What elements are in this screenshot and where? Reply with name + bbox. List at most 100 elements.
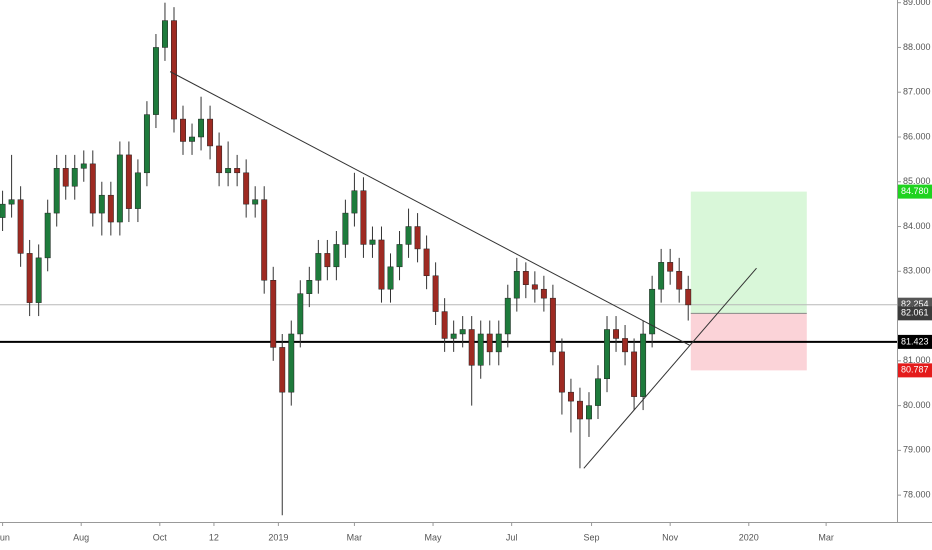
candle-body (35, 257, 42, 303)
candle-body (279, 347, 286, 393)
y-tick-label: 89.000 (903, 0, 931, 7)
candle-body (604, 329, 610, 379)
price-label-box (898, 334, 932, 349)
candle-body (180, 118, 186, 142)
candle-body (189, 136, 195, 142)
candle-body (125, 154, 132, 209)
candle-body (567, 391, 574, 402)
candle-body (62, 168, 69, 187)
candle-body (414, 226, 421, 250)
candle-body (342, 212, 349, 245)
candle-body (243, 172, 250, 205)
candle-body (613, 329, 619, 339)
price-label-box (898, 184, 932, 199)
candle-body (360, 190, 367, 245)
x-tick-label: Jun (0, 532, 10, 542)
price-label: 82.254 (901, 299, 929, 309)
price-label-box (898, 363, 932, 378)
candle-body (207, 118, 214, 147)
candle-body (586, 405, 592, 420)
x-tick-label: Jul (506, 532, 518, 542)
price-label-box (898, 306, 932, 321)
candle-body (44, 212, 51, 259)
candle-body (0, 203, 6, 218)
candle-body (89, 163, 96, 214)
candle-body (333, 244, 340, 268)
candle-body (26, 253, 33, 303)
x-tick-label: Oct (153, 532, 168, 542)
candle-body (315, 253, 322, 281)
candle-body (486, 333, 493, 353)
candle-body (116, 154, 123, 223)
y-tick-label: 84.000 (903, 221, 931, 231)
price-label: 82.061 (901, 308, 929, 318)
trend-line (169, 71, 690, 346)
y-tick-label: 87.000 (903, 87, 931, 97)
candle-body (622, 338, 629, 353)
candle-body (53, 168, 60, 214)
price-label: 80.787 (901, 365, 929, 375)
price-label: 81.423 (901, 336, 929, 346)
candle-body (17, 199, 24, 254)
candle-body (540, 288, 547, 299)
candle-body (324, 253, 331, 268)
candle-body (80, 163, 87, 169)
candle-body (685, 288, 692, 306)
trend-line (583, 267, 757, 469)
y-tick-label: 86.000 (903, 131, 931, 141)
x-tick-label: Aug (73, 532, 89, 542)
candle-body (351, 190, 358, 214)
y-tick-label: 80.000 (903, 400, 931, 410)
candle-body (667, 262, 674, 272)
candle-body (288, 333, 295, 393)
candle-body (459, 329, 466, 335)
candle-body (513, 271, 520, 299)
candle-body (676, 271, 683, 290)
candle-body (504, 297, 511, 335)
y-tick-label: 83.000 (903, 266, 931, 276)
y-tick-label: 88.000 (903, 42, 931, 52)
candle-body (387, 266, 394, 290)
candle-body (270, 280, 277, 348)
candle-body (595, 378, 601, 406)
candle-body (640, 333, 647, 397)
x-tick-label: 2020 (739, 532, 759, 542)
candle-body (107, 194, 114, 223)
profit-zone (690, 191, 807, 314)
x-tick-label: Nov (662, 532, 679, 542)
candle-body (450, 333, 457, 339)
x-tick-label: 2019 (268, 532, 288, 542)
candle-body (405, 226, 412, 245)
candle-body (225, 168, 232, 174)
candle-body (396, 244, 403, 268)
candle-body (71, 168, 78, 187)
candle-body (378, 239, 385, 290)
candle-body (297, 293, 304, 335)
candle-body (531, 284, 538, 290)
candle-body (252, 199, 259, 205)
candle-body (216, 145, 223, 174)
candle-body (577, 400, 583, 420)
candle-body (423, 248, 430, 277)
candle-body (98, 194, 105, 214)
price-label: 84.780 (901, 186, 929, 196)
x-tick-label: Sep (584, 532, 600, 542)
y-tick-label: 79.000 (903, 445, 931, 455)
candle-body (649, 288, 656, 335)
y-tick-label: 81.000 (903, 355, 931, 365)
candle-body (134, 172, 141, 209)
x-tick-label: May (425, 532, 443, 542)
candle-body (261, 199, 268, 281)
candle-body (171, 20, 177, 120)
candle-body (631, 351, 638, 397)
candle-body (234, 168, 241, 174)
candle-body (306, 280, 313, 294)
candle-body (549, 297, 556, 353)
y-tick-label: 78.000 (903, 490, 931, 500)
candle-body (143, 114, 150, 174)
candle-body (162, 20, 168, 48)
x-tick-label: 12 (209, 532, 219, 542)
candle-body (432, 275, 439, 312)
y-tick-label: 85.000 (903, 176, 931, 186)
